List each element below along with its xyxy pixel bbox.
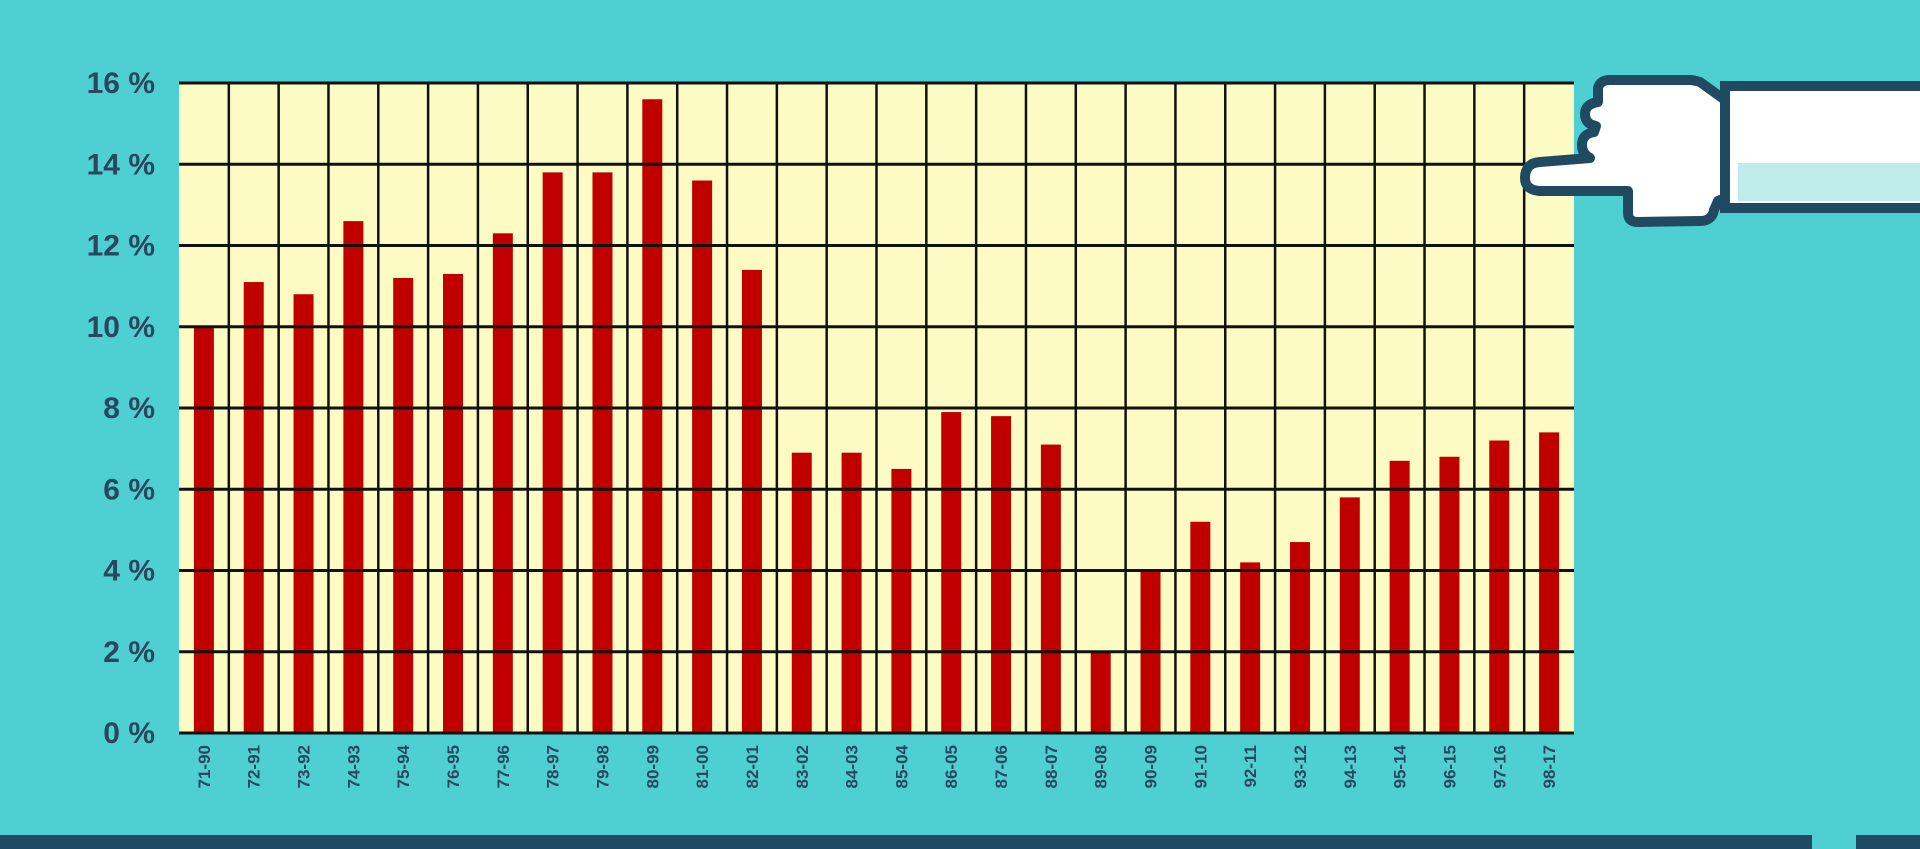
x-tick-label: 81-00 — [693, 745, 712, 788]
y-axis-ticks: 0 % 2 % 4 % 6 % 8 % 10 % 12 % 14 % 16 % — [87, 67, 155, 750]
x-tick-label: 82-01 — [743, 745, 762, 788]
y-tick-label: 16 % — [87, 67, 155, 100]
bar-83-02 — [791, 452, 812, 733]
x-tick-label: 74-93 — [344, 745, 363, 788]
bar-92-11 — [1240, 562, 1261, 733]
x-tick-label: 71-90 — [195, 745, 214, 788]
bar-78-97 — [542, 172, 563, 733]
x-tick-label: 86-05 — [942, 745, 961, 788]
bar-89-08 — [1090, 651, 1111, 733]
bar-72-91 — [243, 282, 264, 733]
bar-87-06 — [991, 416, 1012, 733]
bar-95-14 — [1389, 460, 1410, 733]
x-tick-label: 85-04 — [892, 744, 911, 788]
sleeve-shade — [1738, 163, 1920, 201]
y-tick-label: 6 % — [103, 473, 155, 506]
x-tick-label: 91-10 — [1191, 745, 1210, 788]
bar-88-07 — [1040, 444, 1061, 733]
x-tick-label: 75-94 — [394, 744, 413, 788]
pointing-hand-icon — [1520, 75, 1920, 227]
bar-98-17 — [1539, 432, 1560, 733]
y-tick-label: 14 % — [87, 148, 155, 181]
x-tick-label: 84-03 — [843, 745, 862, 788]
bar-77-96 — [492, 233, 513, 733]
bar-96-15 — [1439, 456, 1460, 733]
bar-84-03 — [841, 452, 862, 733]
x-tick-label: 80-99 — [643, 745, 662, 788]
y-tick-label: 0 % — [103, 717, 155, 750]
bar-74-93 — [343, 221, 364, 733]
bar-91-10 — [1190, 521, 1211, 733]
x-tick-label: 97-16 — [1490, 745, 1509, 788]
bar-97-16 — [1489, 440, 1510, 733]
y-tick-label: 2 % — [103, 636, 155, 669]
footer-bar-segment — [0, 835, 1812, 849]
x-tick-label: 78-97 — [544, 745, 563, 788]
hand — [1520, 75, 1730, 227]
x-tick-label: 95-14 — [1391, 744, 1410, 788]
bar-73-92 — [293, 294, 314, 733]
horizontal-gridlines — [179, 81, 1574, 735]
x-tick-label: 73-92 — [295, 745, 314, 788]
bar-82-01 — [741, 269, 762, 733]
bar-86-05 — [941, 412, 962, 733]
x-tick-label: 94-13 — [1341, 745, 1360, 788]
bar-75-94 — [393, 278, 414, 733]
x-tick-label: 87-06 — [992, 745, 1011, 788]
bar-93-12 — [1289, 542, 1310, 733]
bar-94-13 — [1339, 497, 1360, 733]
x-tick-label: 76-95 — [444, 745, 463, 788]
y-tick-label: 10 % — [87, 311, 155, 344]
x-tick-label: 72-91 — [245, 745, 264, 788]
x-tick-label: 88-07 — [1042, 745, 1061, 788]
x-tick-label: 92-11 — [1241, 745, 1260, 788]
footer-bar-segment — [1856, 835, 1920, 849]
y-tick-label: 4 % — [103, 555, 155, 588]
x-tick-label: 79-98 — [593, 745, 612, 788]
bars — [193, 99, 1560, 733]
x-tick-label: 98-17 — [1540, 745, 1559, 788]
bar-76-95 — [443, 273, 464, 733]
bar-85-04 — [891, 468, 912, 733]
y-tick-label: 12 % — [87, 230, 155, 263]
bar-81-00 — [692, 180, 713, 733]
x-tick-label: 93-12 — [1291, 745, 1310, 788]
footer-bar — [0, 835, 1920, 849]
x-tick-label: 77-96 — [494, 745, 513, 788]
x-tick-label: 96-15 — [1440, 745, 1459, 788]
x-tick-label: 90-09 — [1142, 745, 1161, 788]
x-axis-ticks: 71-90 72-91 73-92 74-93 75-94 76-95 77-96 78-97… — [195, 744, 1559, 788]
x-tick-label: 89-08 — [1092, 745, 1111, 788]
bar-80-99 — [642, 99, 663, 733]
bar-71-90 — [193, 326, 214, 733]
x-tick-label: 83-02 — [793, 745, 812, 788]
y-tick-label: 8 % — [103, 392, 155, 425]
bar-79-98 — [592, 172, 613, 733]
